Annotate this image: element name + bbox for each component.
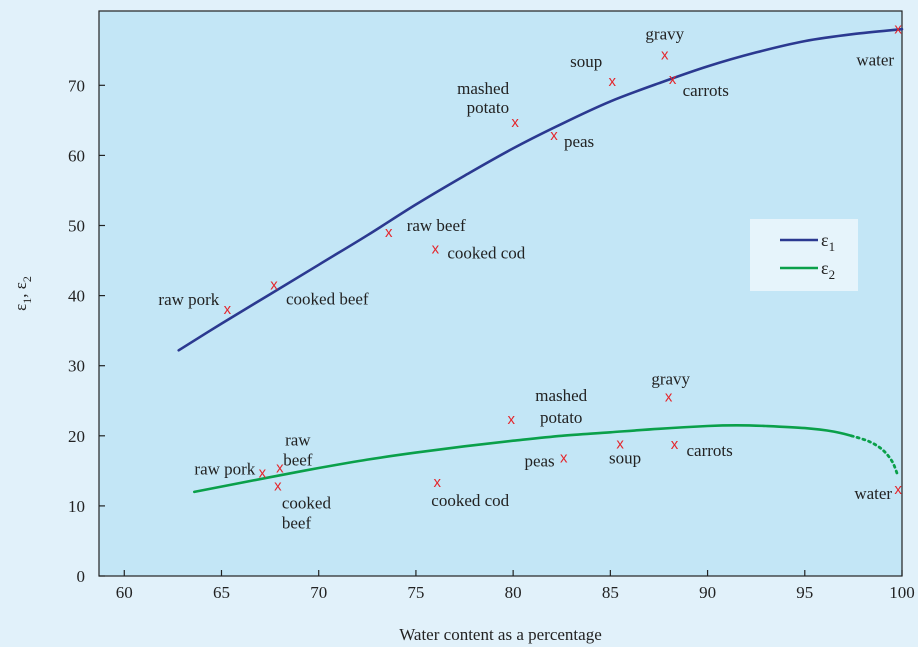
data-point-label: gravy: [651, 370, 690, 389]
x-tick-label: 100: [889, 583, 915, 602]
data-point-label: cooked beef: [282, 494, 332, 533]
data-point-label: gravy: [645, 24, 684, 43]
data-point-marker: x: [665, 389, 673, 406]
data-point-label: raw beef: [407, 216, 466, 235]
x-tick-label: 65: [213, 583, 230, 602]
data-point-marker: x: [616, 436, 624, 453]
x-tick-label: 80: [505, 583, 522, 602]
data-point-marker: x: [507, 411, 515, 428]
data-point-label: cooked cod: [447, 244, 525, 263]
data-point-label: raw pork: [194, 459, 255, 478]
legend-label: ε2: [821, 258, 835, 282]
data-point-marker: x: [270, 276, 278, 293]
x-tick-label: 75: [407, 583, 424, 602]
data-point-marker: x: [609, 73, 617, 90]
data-point-marker: x: [894, 481, 902, 498]
data-point-label: carrots: [683, 81, 729, 100]
data-point-label: water: [854, 484, 892, 503]
x-axis-title: Water content as a percentage: [399, 625, 602, 644]
y-tick-label: 50: [68, 217, 85, 236]
series-line: [193, 423, 853, 494]
y-axis-title: ε1, ε2: [11, 276, 34, 311]
axes: 60 65 70 75 80 85 90 95 100 0 10 20 30 40 50 60 70: [68, 76, 915, 602]
data-point-marker: x: [385, 224, 393, 241]
x-tick-label: 60: [116, 583, 133, 602]
data-point-label: mashed potato: [457, 79, 509, 117]
data-point-label: mashed potato: [535, 386, 587, 427]
data-point-marker: x: [432, 241, 440, 258]
plot-area: [98, 10, 903, 577]
curves: [177, 27, 904, 494]
data-point-label: raw pork: [158, 290, 219, 309]
x-tick-label: 90: [699, 583, 716, 602]
data-point-marker: x: [894, 21, 902, 38]
x-tick-label: 95: [796, 583, 813, 602]
x-tick-label: 85: [602, 583, 619, 602]
data-point-marker: x: [511, 114, 519, 131]
data-point-marker: x: [671, 436, 679, 453]
y-tick-label: 60: [68, 146, 85, 165]
data-point-marker: x: [224, 301, 232, 318]
data-point-marker: x: [560, 450, 568, 467]
data-point-marker: x: [669, 71, 677, 88]
y-tick-label: 40: [68, 287, 85, 306]
series-line-dotted: [850, 434, 900, 478]
y-tick-label: 30: [68, 357, 85, 376]
data-point-marker: x: [434, 474, 442, 491]
data-point-marker: x: [274, 478, 282, 495]
y-tick-label: 70: [68, 76, 85, 95]
data-point-label: soup: [570, 52, 602, 71]
data-point-marker: x: [661, 46, 669, 63]
data-point-label: cooked beef: [286, 289, 369, 308]
data-point-label: peas: [524, 452, 554, 471]
y-tick-label: 20: [68, 427, 85, 446]
data-point-label: raw beef: [283, 430, 313, 469]
data-point-marker: x: [276, 459, 284, 476]
data-point-marker: x: [550, 127, 558, 144]
data-point-label: cooked cod: [431, 491, 509, 510]
legend-box: [750, 219, 858, 291]
series-line: [177, 27, 904, 352]
data-point-marker: x: [259, 464, 267, 481]
y-tick-label: 0: [77, 567, 86, 586]
legend-label: ε1: [821, 230, 835, 254]
data-point-label: soup: [609, 449, 641, 468]
y-tick-label: 10: [68, 497, 85, 516]
x-tick-label: 70: [310, 583, 327, 602]
data-point-label: carrots: [687, 441, 733, 460]
data-point-label: water: [856, 51, 894, 70]
data-point-label: peas: [564, 132, 594, 151]
